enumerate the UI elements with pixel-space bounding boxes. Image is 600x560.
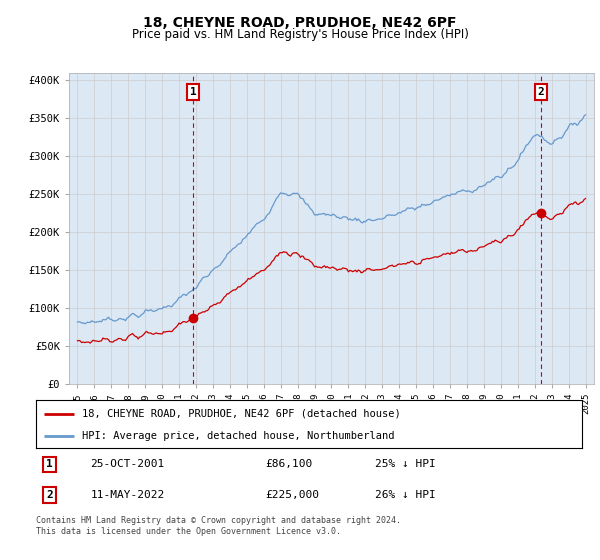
Text: 25% ↓ HPI: 25% ↓ HPI [374, 459, 435, 469]
Text: 1: 1 [190, 87, 196, 97]
Text: 18, CHEYNE ROAD, PRUDHOE, NE42 6PF: 18, CHEYNE ROAD, PRUDHOE, NE42 6PF [143, 16, 457, 30]
Text: Contains HM Land Registry data © Crown copyright and database right 2024.
This d: Contains HM Land Registry data © Crown c… [36, 516, 401, 536]
Text: £225,000: £225,000 [265, 490, 319, 500]
Text: 2: 2 [538, 87, 544, 97]
Text: £86,100: £86,100 [265, 459, 313, 469]
Text: 2: 2 [46, 490, 53, 500]
Text: HPI: Average price, detached house, Northumberland: HPI: Average price, detached house, Nort… [82, 431, 395, 441]
Text: 25-OCT-2001: 25-OCT-2001 [91, 459, 165, 469]
Text: 26% ↓ HPI: 26% ↓ HPI [374, 490, 435, 500]
Text: 18, CHEYNE ROAD, PRUDHOE, NE42 6PF (detached house): 18, CHEYNE ROAD, PRUDHOE, NE42 6PF (deta… [82, 409, 401, 419]
Text: Price paid vs. HM Land Registry's House Price Index (HPI): Price paid vs. HM Land Registry's House … [131, 28, 469, 41]
Text: 1: 1 [46, 459, 53, 469]
Text: 11-MAY-2022: 11-MAY-2022 [91, 490, 165, 500]
